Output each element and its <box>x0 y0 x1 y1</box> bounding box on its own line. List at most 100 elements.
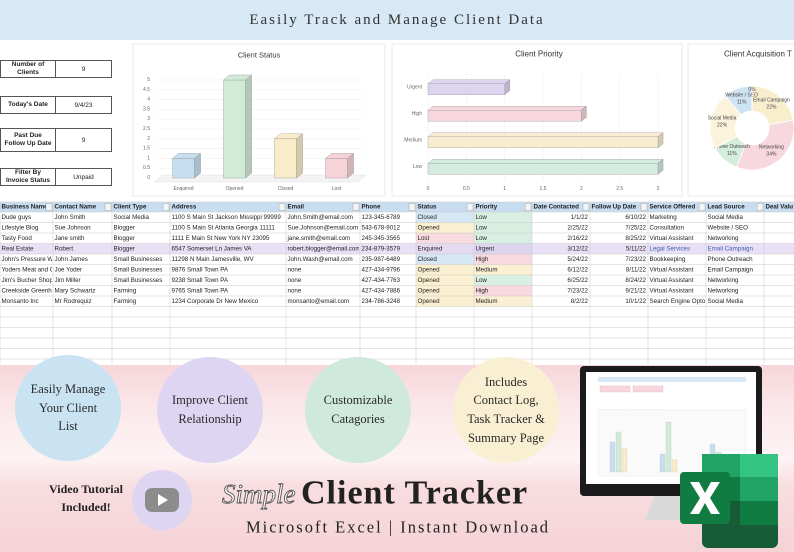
table-cell: 9876 Small Town PA <box>172 266 229 273</box>
priority-cell <box>474 264 532 275</box>
chart-title: Client Acquisition T <box>724 50 792 59</box>
status-cell <box>416 233 474 244</box>
table-cell: Consultation <box>650 224 685 231</box>
table-cell: 6/25/22 <box>567 277 588 284</box>
brand-title: Client Tracker <box>301 475 528 512</box>
table-cell: none <box>288 266 302 273</box>
table-cell: Legal Services <box>650 245 691 252</box>
table-cell: Blogger <box>114 245 135 252</box>
header-cell: Date Contacted <box>534 204 580 211</box>
header-cell: Deal Valu <box>766 204 794 211</box>
priority-cell <box>474 285 532 296</box>
table-cell: 1111 E Main St New York NY 23095 <box>172 235 270 242</box>
row-highlight <box>0 243 794 254</box>
table-cell: 7/23/22 <box>567 287 588 294</box>
slice-name: Phone Outreach <box>714 144 751 150</box>
table-cell: 234-879-3579 <box>362 245 401 252</box>
table-cell: Opened <box>418 287 441 294</box>
table-cell: Jim Miller <box>55 277 81 284</box>
filter-button <box>408 203 416 211</box>
priority-cell <box>474 222 532 233</box>
table-cell: 6/12/22 <box>567 266 588 273</box>
table-cell: 1234 Corporate Dr New Mexico <box>172 298 259 305</box>
x-tick-label: Opened <box>226 186 244 192</box>
table-cell: 10/1/22 <box>625 298 646 305</box>
filter-button <box>582 203 590 211</box>
status-cell <box>416 254 474 265</box>
table-cell: Joe Yoder <box>55 266 83 273</box>
table-cell: Phone Outreach <box>708 256 754 263</box>
table-cell: High <box>476 256 489 263</box>
stat-label: Number of Clients <box>0 60 56 78</box>
priority-cell <box>474 233 532 244</box>
header-cell: Client Type <box>114 204 147 211</box>
table-cell: Networking <box>708 287 740 294</box>
table-cell: Medium <box>476 266 498 273</box>
table-cell: monsanto@email.com <box>288 298 350 305</box>
x-tick-label: 1.5 <box>540 186 547 192</box>
priority-cell <box>474 254 532 265</box>
feature-circle: Easily Manage Your Client List <box>15 355 121 461</box>
table-cell: Networking <box>708 277 740 284</box>
table-cell: Creekside Greenhou <box>2 287 60 294</box>
stat-value: 9 <box>56 128 112 152</box>
table-cell: Social Media <box>708 214 744 221</box>
y-tick-label: Medium <box>404 137 422 143</box>
y-tick-label: 2 <box>147 136 150 142</box>
feature-circle: Improve Client Relationship <box>157 357 263 463</box>
filter-button <box>466 203 474 211</box>
table-cell: 9238 Small Town PA <box>172 277 229 284</box>
table-cell: Opened <box>418 266 441 273</box>
table-cell: 7/25/22 <box>625 224 646 231</box>
table-cell: Lifestyle Blog <box>2 224 39 231</box>
table-cell: Tasty Food <box>2 235 33 242</box>
slice-label: 34% <box>766 152 777 158</box>
table-cell: John's Pressure Wa <box>2 256 57 263</box>
table-cell: 1100 S Main St Jackson Missippi 99999 <box>172 214 282 221</box>
x-tick-label: 2.5 <box>616 186 623 192</box>
stat-label: Filter By Invoice Status <box>0 168 56 186</box>
table-cell: 245-345-3565 <box>362 235 401 242</box>
priority-cell <box>474 275 532 286</box>
header-cell: Priority <box>476 204 498 211</box>
video-text: Video Tutorial Included! <box>49 482 123 514</box>
y-tick-label: 0.5 <box>143 165 150 171</box>
table-cell: Virtual Assistant <box>650 235 694 242</box>
table-cell: 6547 Somerset Ln James VA <box>172 245 253 252</box>
table-cell: John James <box>55 256 88 263</box>
table-cell: Low <box>476 224 488 231</box>
slice-name: Email Campaign <box>753 97 790 103</box>
header-cell: Email <box>288 204 305 211</box>
y-tick-label: Urgent <box>407 84 423 90</box>
logo-tile <box>740 501 778 525</box>
header-cell: Address <box>172 204 197 211</box>
table-cell: Farming <box>114 287 137 294</box>
table-cell: 5/24/22 <box>567 256 588 263</box>
stat-value: Unpaid <box>56 168 112 186</box>
header-cell: Follow Up Date <box>592 204 637 211</box>
table-cell: Real Estate <box>2 245 35 252</box>
slice-label: 11% <box>727 151 737 157</box>
table-cell: 427-434-9796 <box>362 266 401 273</box>
slice-label: 22% <box>717 122 728 128</box>
pie-slice <box>736 119 794 171</box>
bar <box>427 136 659 148</box>
table-cell: 235-987-6489 <box>362 256 401 263</box>
x-tick-label: 0 <box>427 186 430 192</box>
table-cell: jane.smith@email.com <box>287 235 351 242</box>
stat-value: 9 <box>56 60 112 78</box>
stat-label: Today's Date <box>0 96 56 114</box>
slice-label: 22% <box>766 104 777 110</box>
table-cell: Marketing <box>650 214 678 221</box>
table-cell: 7/23/22 <box>625 256 646 263</box>
y-tick-label: 4 <box>147 97 150 103</box>
bar-top <box>222 74 253 81</box>
table-cell: Small Businesses <box>114 277 163 284</box>
bar-top <box>427 159 664 164</box>
table-cell: Sue.Johnson@email.com <box>288 224 359 231</box>
mini-bar <box>609 441 616 473</box>
bar <box>325 158 348 179</box>
y-tick-label: Low <box>413 164 423 170</box>
mini-bar <box>621 447 628 473</box>
